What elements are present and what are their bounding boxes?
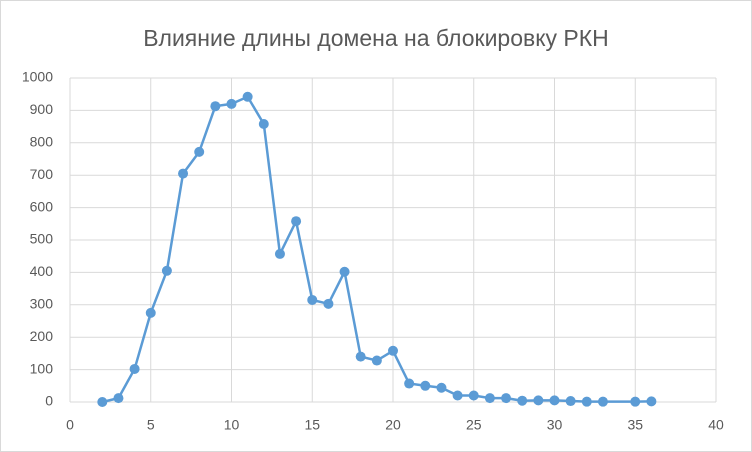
x-tick-label: 10 [224, 417, 240, 433]
data-point [323, 298, 334, 309]
data-point [597, 396, 608, 407]
data-point [113, 393, 124, 404]
y-tick-label: 600 [30, 198, 54, 214]
data-point [274, 248, 285, 259]
data-point [129, 363, 140, 374]
data-point [242, 91, 253, 102]
series-line [102, 95, 652, 404]
data-point [484, 393, 495, 404]
x-tick-label: 25 [466, 417, 482, 433]
data-point [436, 382, 447, 393]
x-tick-label: 35 [627, 417, 643, 433]
y-tick-label: 300 [30, 296, 54, 312]
y-tick-label: 1000 [22, 69, 53, 85]
y-tick-label: 200 [30, 328, 54, 344]
data-point [339, 266, 350, 277]
data-point [630, 396, 641, 407]
data-point [501, 393, 512, 404]
x-tick-label: 15 [304, 417, 320, 433]
data-point [420, 380, 431, 391]
y-tick-label: 900 [30, 101, 54, 117]
y-tick-label: 700 [30, 166, 54, 182]
data-point [355, 351, 366, 362]
x-tick-label: 30 [547, 417, 563, 433]
data-point [533, 395, 544, 406]
data-point [258, 119, 269, 130]
data-point [371, 355, 382, 366]
x-tick-label: 40 [708, 417, 724, 433]
x-tick-label: 20 [385, 417, 401, 433]
data-point [145, 307, 156, 318]
data-point [452, 390, 463, 401]
chart-title: Влияние длины домена на блокировку РКН [143, 25, 609, 51]
data-point [291, 216, 302, 227]
data-point [161, 265, 172, 276]
data-point [178, 168, 189, 179]
y-tick-label: 800 [30, 134, 54, 150]
y-tick-label: 0 [45, 393, 53, 409]
data-point [226, 98, 237, 109]
y-tick-label: 400 [30, 263, 54, 279]
data-point [646, 396, 657, 407]
data-point [388, 345, 398, 356]
data-point [210, 101, 221, 112]
data-point [565, 396, 576, 407]
data-point [194, 146, 205, 157]
data-point [97, 397, 108, 407]
y-tick-label: 100 [30, 360, 54, 376]
y-tick-label: 500 [30, 231, 54, 247]
data-point [307, 294, 318, 305]
x-tick-label: 0 [66, 417, 74, 433]
data-point [549, 395, 560, 406]
data-point [581, 396, 592, 407]
data-point [404, 378, 415, 389]
data-point [468, 390, 479, 401]
data-point [517, 395, 528, 406]
x-tick-label: 5 [147, 417, 155, 433]
